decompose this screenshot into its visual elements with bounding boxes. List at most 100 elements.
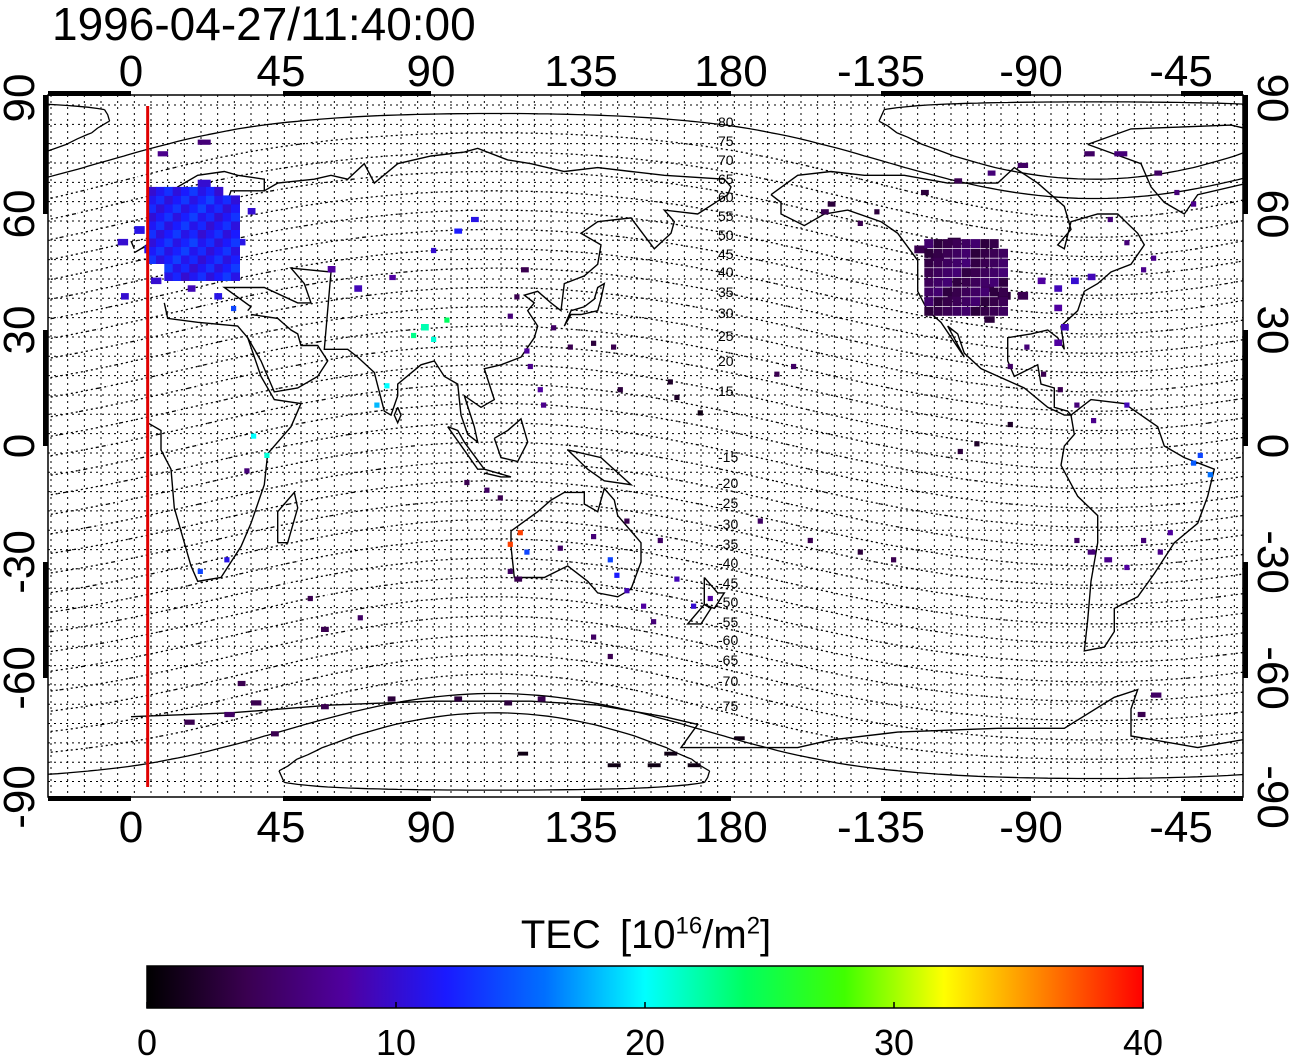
- tec-cell: [484, 487, 490, 493]
- colorbar-tick-label: 20: [625, 1022, 665, 1057]
- tec-cell: [354, 285, 363, 292]
- tec-cell: [1054, 304, 1063, 312]
- contour-15: [48, 344, 1243, 432]
- right-lat-label: -30: [1248, 530, 1292, 594]
- tec-cell: [517, 530, 523, 536]
- tec-cell: [891, 557, 897, 563]
- tec-cell: [971, 277, 980, 287]
- tec-cell: [181, 212, 190, 222]
- tec-cell: [197, 272, 207, 281]
- tec-cell: [497, 495, 503, 501]
- contour--55: [48, 615, 1243, 702]
- tec-cell: [197, 246, 207, 256]
- tec-cell: [691, 603, 697, 609]
- tec-cell: [197, 203, 207, 213]
- left-lat-label: -90: [0, 765, 44, 829]
- tec-cell: [999, 287, 1008, 297]
- contour-label: 30: [718, 305, 734, 321]
- tec-cell: [971, 287, 980, 297]
- tec-cell: [164, 263, 174, 273]
- tec-cell: [431, 247, 437, 254]
- tec-cell: [611, 344, 617, 350]
- tec-cell: [1141, 537, 1147, 544]
- coastline-madagascar: [277, 490, 299, 544]
- tec-cell: [943, 287, 952, 297]
- tec-cell: [172, 246, 182, 256]
- coastline-sumatra: [447, 426, 486, 470]
- bottom-lon-label: -135: [837, 803, 925, 852]
- tec-cell: [989, 277, 999, 287]
- contour--30: [48, 518, 1243, 606]
- colorbar-title: TEC [1016/m2]: [0, 902, 1292, 960]
- tec-cell: [591, 634, 597, 640]
- right-lat-label: 60: [1248, 190, 1292, 239]
- tec-cell: [980, 268, 990, 278]
- contour-10: [48, 364, 1243, 451]
- tec-cell: [181, 238, 190, 247]
- tec-cell: [214, 272, 224, 281]
- contour-label: -50: [718, 594, 738, 610]
- colorbar-quantity: TEC: [520, 913, 601, 958]
- tec-cell: [157, 151, 169, 157]
- bottom-lon-label: 180: [694, 803, 767, 852]
- ruler-segment: [283, 796, 431, 801]
- tec-cell: [189, 212, 199, 222]
- tec-cell: [327, 266, 336, 273]
- axis-labels: 0 45 90 135 180 -135 -90 -450 45 90 135 180 -135 -90-…: [0, 47, 1292, 852]
- tec-cell: [189, 195, 199, 205]
- contour-label: 60: [718, 189, 734, 205]
- tec-cell: [206, 186, 215, 196]
- tec-cell: [971, 239, 980, 249]
- top-lon-label: 180: [694, 47, 767, 96]
- tec-cell: [164, 246, 174, 256]
- tec-cell: [1191, 201, 1197, 207]
- tec-cell: [231, 229, 240, 239]
- contour--80: [278, 712, 711, 791]
- tec-cell: [164, 203, 174, 213]
- right-lat-label: 30: [1248, 306, 1292, 355]
- tec-cell: [614, 572, 620, 578]
- tec-cell: [657, 537, 663, 544]
- tec-cell: [147, 238, 157, 247]
- tec-cell: [164, 195, 174, 205]
- tec-cell: [943, 306, 952, 316]
- tec-cell: [172, 195, 182, 205]
- tec-cell: [999, 248, 1008, 258]
- contour-label: 50: [718, 227, 734, 243]
- tec-cell: [827, 201, 836, 207]
- tec-cell: [971, 258, 980, 268]
- tec-cell: [507, 541, 513, 547]
- tec-cell: [961, 268, 971, 278]
- tec-cell: [1124, 240, 1130, 246]
- tec-cell: [271, 731, 279, 737]
- tec-cell: [197, 238, 207, 247]
- tec-cell: [1107, 216, 1113, 223]
- coastline-asia: [222, 147, 732, 444]
- tec-cell: [231, 221, 240, 230]
- tec-cell: [1084, 151, 1095, 157]
- tec-cell: [237, 238, 246, 246]
- contour-30: [48, 286, 1243, 374]
- contour-label: 35: [718, 284, 734, 300]
- tec-cell: [181, 272, 190, 281]
- top-lon-label: 135: [544, 47, 617, 96]
- coastline-new-zealand-s: [686, 603, 712, 625]
- coastline-africa: [147, 302, 303, 583]
- tec-cell: [214, 263, 224, 273]
- coastline-india-ceylon: [393, 407, 402, 425]
- tec-cell: [957, 448, 963, 455]
- contour-label: -75: [718, 698, 738, 714]
- left-lat-label: -30: [0, 530, 44, 594]
- bottom-lon-label: -45: [1149, 803, 1213, 852]
- tec-cell: [147, 221, 157, 230]
- tec-cell: [791, 363, 797, 370]
- tec-cell: [943, 258, 952, 268]
- tec-cell: [454, 228, 463, 234]
- tec-cell: [980, 239, 990, 249]
- tec-cell: [933, 277, 943, 287]
- tec-cell: [389, 274, 396, 281]
- tec-cell: [1057, 387, 1063, 393]
- tec-cell: [206, 195, 215, 205]
- tec-cell: [999, 306, 1008, 316]
- contour-65: [48, 151, 1243, 238]
